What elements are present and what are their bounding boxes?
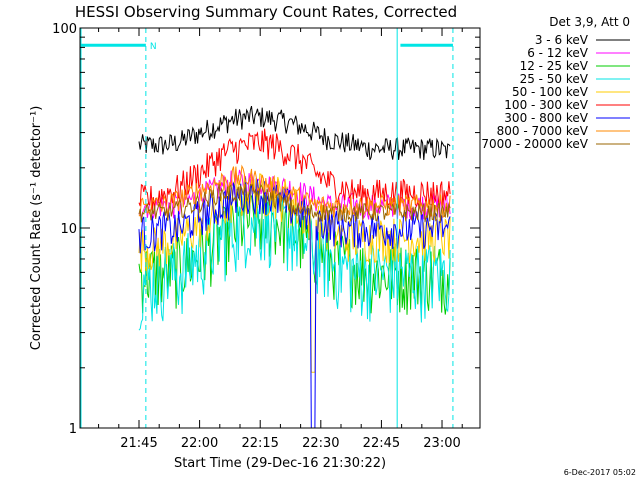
y-axis-label: Corrected Count Rate (s⁻¹ detector⁻¹) xyxy=(29,106,44,351)
plot-frame xyxy=(79,27,481,429)
y-tick-label-2: 10 xyxy=(60,222,77,237)
legend-label-6: 100 - 300 keV xyxy=(504,98,588,112)
x-tick-label-5: 22:45 xyxy=(363,436,400,451)
y-tick-label-3: 100 xyxy=(52,22,77,37)
legend-label-1: 3 - 6 keV xyxy=(535,33,589,47)
axis-layer: 21:45 22:00 22:15 22:30 22:45 23:00 1 10 100 xyxy=(52,22,480,451)
x-axis-label: Start Time (29-Dec-16 21:30:22) xyxy=(174,456,386,471)
series-line-1 xyxy=(138,105,451,161)
chart-title: HESSI Observing Summary Count Rates, Cor… xyxy=(75,3,457,21)
series-layer xyxy=(138,105,451,429)
legend-label-4: 25 - 50 keV xyxy=(520,72,589,86)
legend-label-8: 800 - 7000 keV xyxy=(497,124,589,138)
x-tick-label-4: 22:30 xyxy=(302,436,339,451)
x-tick-label-3: 22:15 xyxy=(241,436,278,451)
legend-label-9: 7000 - 20000 keV xyxy=(481,137,588,151)
legend-label-5: 50 - 100 keV xyxy=(512,85,589,99)
attenuator-label: N xyxy=(150,42,157,52)
footer-date: 6-Dec-2017 05:02 xyxy=(564,468,636,477)
series-line-9 xyxy=(138,183,451,224)
legend-label-3: 12 - 25 keV xyxy=(520,59,589,73)
series-line-8 xyxy=(138,164,451,218)
series-line-5 xyxy=(138,173,451,373)
x-tick-label-2: 22:00 xyxy=(181,436,218,451)
x-tick-label-1: 21:45 xyxy=(120,436,157,451)
legend-label-2: 6 - 12 keV xyxy=(527,46,589,60)
series-line-4 xyxy=(138,189,451,331)
legend-label-7: 300 - 800 keV xyxy=(504,111,588,125)
legend-title: Det 3,9, Att 0 xyxy=(549,15,630,29)
x-tick-label-6: 23:00 xyxy=(423,436,460,451)
y-tick-label-1: 1 xyxy=(69,422,77,437)
